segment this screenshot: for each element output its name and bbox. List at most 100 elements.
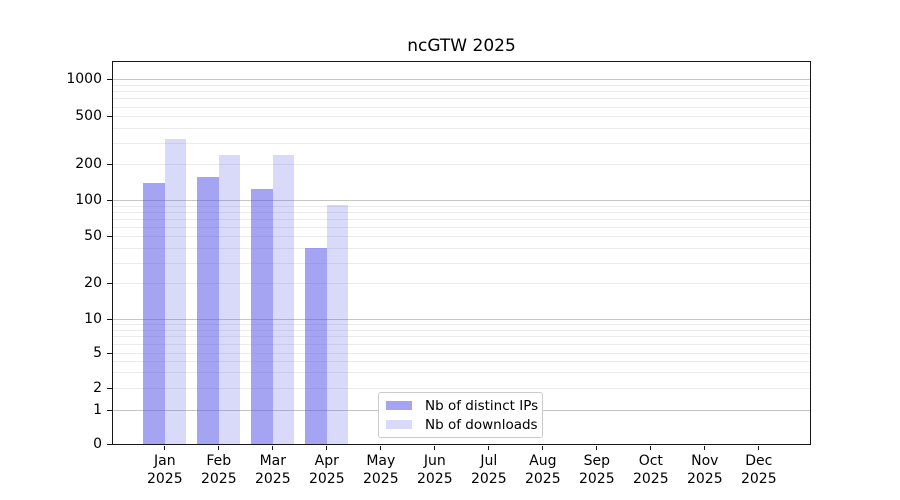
gridline-minor: [113, 98, 810, 100]
x-axis-tick: [704, 446, 706, 450]
x-axis-tick: [488, 446, 490, 450]
x-label-year: 2025: [308, 471, 345, 487]
y-axis-tick: [107, 410, 112, 411]
y-axis-tick-label: 20: [84, 275, 102, 292]
y-axis-tick-label: 50: [84, 228, 102, 245]
x-axis-tick-label-may: May 2025: [349, 452, 413, 488]
bar-downloads-feb: [218, 155, 241, 444]
gridline-minor: [113, 336, 810, 338]
x-label-year: 2025: [686, 471, 723, 487]
gridline-minor: [113, 353, 810, 354]
y-axis-tick-label: 1000: [66, 71, 102, 88]
gridline-minor: [113, 344, 810, 346]
gridline-minor: [113, 226, 810, 228]
x-axis-tick-label-sep: Sep 2025: [565, 452, 629, 488]
x-axis-tick-label-jul: Jul 2025: [457, 452, 521, 488]
y-axis-tick-label: 200: [75, 155, 102, 172]
x-label-year: 2025: [416, 471, 453, 487]
gridline-minor: [113, 283, 810, 285]
x-label-month: Feb: [206, 453, 232, 469]
y-axis-tick-label: 0: [93, 436, 102, 452]
chart-title: ncGTW 2025: [407, 36, 516, 56]
y-axis-tick: [107, 353, 112, 354]
x-axis-tick-label-apr: Apr 2025: [295, 452, 359, 488]
x-label-month: Jul: [480, 453, 498, 469]
x-label-month: May: [366, 453, 396, 469]
x-axis-tick: [218, 446, 220, 450]
gridline-minor: [113, 361, 810, 363]
x-label-year: 2025: [578, 471, 615, 487]
x-axis-tick: [272, 446, 274, 450]
gridline-minor: [113, 247, 810, 249]
x-label-month: Jan: [154, 453, 176, 469]
x-label-month: Aug: [529, 453, 557, 469]
x-label-year: 2025: [254, 471, 291, 487]
x-axis-tick-label-mar: Mar 2025: [241, 452, 305, 488]
gridline-minor: [113, 116, 810, 118]
x-axis-tick-label-feb: Feb 2025: [187, 452, 251, 488]
gridline-minor: [113, 387, 810, 389]
gridline-minor: [113, 205, 810, 207]
x-axis-tick: [380, 446, 382, 450]
gridline-minor: [113, 163, 810, 165]
y-axis-tick: [107, 319, 112, 320]
x-label-year: 2025: [632, 471, 669, 487]
plot-area: [112, 61, 811, 445]
y-axis-tick-label: 1: [93, 402, 102, 418]
y-axis-tick-label: 2: [93, 379, 102, 396]
legend-label-downloads: Nb of downloads: [425, 416, 538, 433]
legend-swatch-distinct-ips: [386, 401, 412, 410]
x-axis-tick: [650, 446, 652, 450]
x-label-year: 2025: [200, 471, 237, 487]
y-axis-tick-label: 500: [75, 108, 102, 125]
y-axis-tick: [107, 79, 112, 81]
legend-swatch-downloads: [386, 420, 412, 429]
gridline-minor: [113, 262, 810, 264]
x-label-year: 2025: [146, 471, 183, 487]
gridline-minor: [113, 372, 810, 374]
x-axis-tick-label-oct: Oct 2025: [619, 452, 683, 488]
gridline-minor: [113, 91, 810, 93]
x-axis-tick: [326, 446, 328, 450]
x-axis-tick-label-jan: Jan 2025: [133, 452, 197, 488]
bar-distinct-ips-jan: [143, 182, 165, 444]
gridline-major: [113, 319, 810, 320]
x-axis-tick: [434, 446, 436, 450]
gridline-minor: [113, 84, 810, 86]
y-axis-tick: [107, 200, 112, 202]
x-axis-tick-label-aug: Aug 2025: [511, 452, 575, 488]
y-axis-tick: [107, 163, 112, 165]
y-axis-tick: [107, 236, 112, 238]
gridline-major: [113, 79, 810, 81]
x-axis-tick: [758, 446, 760, 450]
x-axis-tick: [542, 446, 544, 450]
x-label-month: Dec: [745, 453, 773, 469]
bar-distinct-ips-feb: [197, 177, 219, 444]
x-label-year: 2025: [524, 471, 561, 487]
y-axis-tick-label: 5: [93, 345, 102, 361]
y-axis-tick-label: 10: [84, 311, 102, 327]
x-axis-tick-label-dec: Dec 2025: [727, 452, 791, 488]
legend-row: Nb of downloads: [386, 415, 542, 434]
x-axis-tick-label-jun: Jun 2025: [403, 452, 467, 488]
x-label-month: Oct: [638, 453, 663, 469]
gridline-minor: [113, 218, 810, 220]
x-axis-tick: [164, 446, 166, 450]
gridline-minor: [113, 106, 810, 108]
gridline-minor: [113, 127, 810, 129]
y-axis-tick: [107, 444, 112, 445]
legend-row: Nb of distinct IPs: [386, 396, 542, 415]
y-axis-tick-label: 100: [75, 192, 102, 209]
x-label-month: Sep: [583, 453, 610, 469]
gridline-minor: [113, 236, 810, 238]
x-label-year: 2025: [470, 471, 507, 487]
x-label-month: Apr: [314, 453, 339, 469]
legend-label-distinct-ips: Nb of distinct IPs: [425, 397, 539, 414]
bar-downloads-jan: [164, 139, 187, 444]
bar-distinct-ips-mar: [251, 188, 273, 444]
x-label-month: Jun: [423, 453, 446, 469]
gridline-minor: [113, 329, 810, 331]
x-axis-tick: [596, 446, 598, 450]
y-axis-tick: [107, 283, 112, 285]
